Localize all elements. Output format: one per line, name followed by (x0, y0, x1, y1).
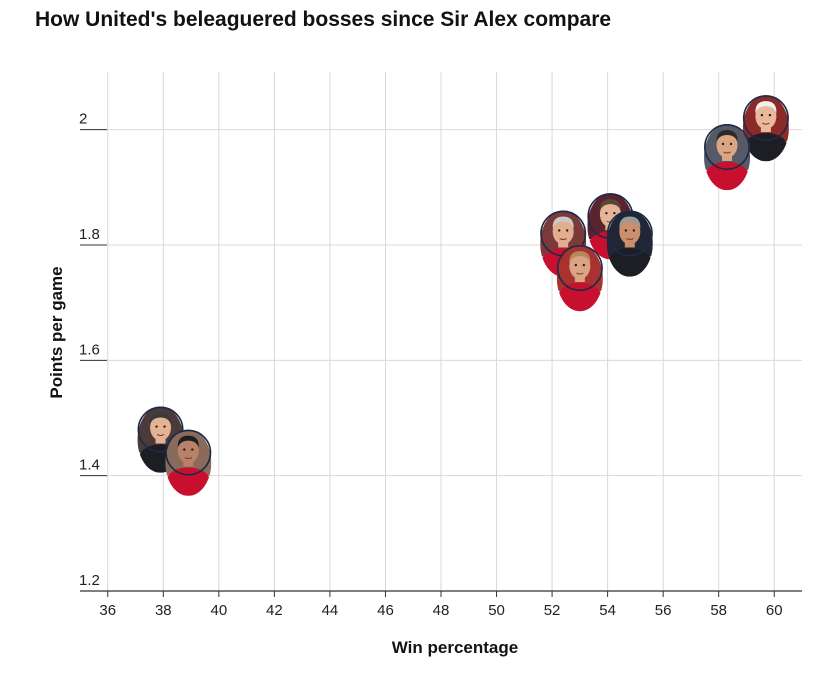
x-tick-label: 44 (322, 602, 339, 619)
y-tick-label: 1.4 (79, 457, 100, 474)
manager-headshot-icon (165, 429, 212, 496)
marker-border (606, 210, 653, 257)
x-tick-label: 46 (377, 602, 394, 619)
grid-layer (80, 72, 802, 592)
marker-border (704, 123, 751, 170)
manager-headshot-icon (556, 245, 603, 312)
x-tick-label: 54 (599, 602, 616, 619)
x-tick-label: 36 (99, 602, 116, 619)
manager-headshot-icon (742, 95, 789, 162)
marker-border (556, 245, 603, 292)
point-layer (137, 95, 789, 496)
x-tick-label: 50 (488, 602, 505, 619)
marker-border (137, 406, 184, 453)
axis-layer (80, 129, 802, 597)
x-tick-label: 56 (655, 602, 672, 619)
marker-border (742, 95, 789, 142)
y-tick-label: 2 (79, 111, 87, 128)
x-axis-title: Win percentage (392, 638, 518, 657)
y-axis-title: Points per game (47, 266, 66, 398)
y-tick-label: 1.6 (79, 341, 100, 358)
tick-label-layer: 36 38 40 42 44 46 48 50 52 54 56 58 60 1.2 1.4 1.6 1.8 2 (79, 111, 783, 619)
manager-point (165, 429, 212, 496)
x-tick-label: 60 (766, 602, 783, 619)
x-tick-label: 40 (211, 602, 228, 619)
y-tick-label: 1.8 (79, 226, 100, 243)
x-tick-label: 52 (544, 602, 561, 619)
x-tick-label: 58 (710, 602, 727, 619)
x-tick-label: 38 (155, 602, 172, 619)
marker-border (165, 429, 212, 476)
manager-point (704, 123, 751, 191)
chart-title: How United's beleaguered bosses since Si… (35, 8, 612, 31)
y-tick-label: 1.2 (79, 572, 100, 589)
manager-point (742, 95, 789, 162)
manager-point (556, 245, 603, 312)
manager-headshot-icon (704, 123, 751, 191)
x-tick-label: 42 (266, 602, 283, 619)
manager-point (606, 210, 653, 277)
manager-headshot-icon (606, 210, 653, 277)
x-tick-label: 48 (433, 602, 450, 619)
